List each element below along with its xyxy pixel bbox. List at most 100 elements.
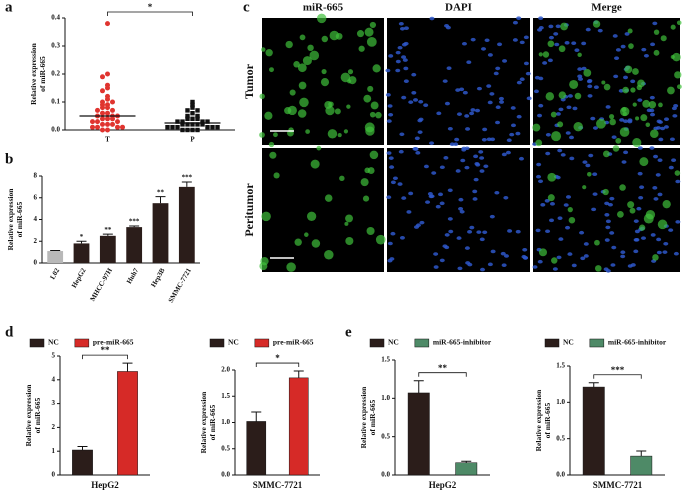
green-signal bbox=[601, 80, 606, 85]
data-point bbox=[110, 107, 115, 113]
green-signal bbox=[273, 132, 278, 138]
data-point bbox=[200, 122, 205, 127]
bar bbox=[73, 243, 90, 263]
nucleus bbox=[544, 198, 550, 203]
nucleus bbox=[512, 20, 518, 25]
green-signal bbox=[532, 123, 541, 132]
green-signal bbox=[310, 159, 320, 169]
nucleus bbox=[411, 91, 417, 95]
x-tick-label: HepG2 bbox=[70, 266, 88, 289]
nucleus bbox=[516, 16, 522, 20]
y-tick-label: 0.0 bbox=[556, 471, 565, 479]
nucleus bbox=[555, 24, 561, 29]
nucleus bbox=[397, 45, 403, 50]
bar bbox=[630, 455, 653, 476]
nucleus bbox=[656, 250, 662, 255]
nucleus bbox=[675, 220, 681, 224]
nucleus bbox=[479, 169, 485, 173]
error-bar bbox=[50, 249, 61, 252]
nucleus bbox=[439, 165, 445, 170]
nucleus bbox=[399, 132, 405, 137]
nucleus bbox=[604, 213, 610, 217]
nucleus bbox=[590, 116, 596, 121]
data-point bbox=[190, 105, 195, 110]
nucleus bbox=[553, 32, 559, 36]
data-point bbox=[185, 108, 190, 113]
y-tick-label: 1 bbox=[52, 447, 56, 455]
panel-label: d bbox=[5, 324, 14, 340]
x-axis-label: HepG2 bbox=[91, 480, 119, 490]
green-signal bbox=[674, 170, 681, 176]
green-signal bbox=[612, 145, 620, 152]
nucleus bbox=[408, 100, 414, 104]
nucleus bbox=[611, 135, 617, 139]
nucleus bbox=[479, 156, 485, 160]
panel-label: c bbox=[243, 0, 250, 15]
green-signal bbox=[577, 52, 582, 58]
nucleus bbox=[398, 21, 404, 26]
nucleus bbox=[609, 196, 615, 201]
nucleus bbox=[549, 202, 555, 206]
nucleus bbox=[506, 138, 512, 143]
significance-bracket bbox=[255, 362, 300, 368]
green-signal bbox=[343, 129, 349, 134]
y-tick-label: 0.0 bbox=[221, 471, 230, 479]
nucleus bbox=[398, 149, 404, 154]
nucleus bbox=[582, 160, 588, 164]
green-signal bbox=[594, 239, 600, 246]
y-tick-label: 0.5 bbox=[221, 444, 230, 452]
green-signal bbox=[370, 101, 379, 110]
data-point bbox=[185, 113, 190, 119]
nucleus bbox=[649, 95, 655, 100]
nucleus bbox=[433, 265, 439, 269]
nucleus bbox=[470, 108, 476, 112]
nucleus bbox=[431, 171, 437, 175]
nucleus bbox=[418, 99, 424, 104]
bar bbox=[407, 392, 430, 476]
significance-label: *** bbox=[611, 365, 625, 375]
green-signal bbox=[657, 219, 668, 230]
nucleus bbox=[585, 163, 591, 168]
nucleus bbox=[526, 96, 532, 101]
nucleus bbox=[403, 79, 409, 83]
nucleus bbox=[456, 236, 462, 240]
nucleus bbox=[442, 244, 448, 248]
x-tick-label: L02 bbox=[49, 266, 62, 281]
nucleus bbox=[401, 95, 407, 100]
error-bar bbox=[461, 460, 472, 463]
nucleus bbox=[395, 50, 401, 55]
nucleus bbox=[401, 42, 407, 47]
green-signal bbox=[345, 236, 354, 246]
nucleus bbox=[474, 108, 480, 113]
y-tick-label: 6 bbox=[34, 193, 38, 201]
microscopy-panel bbox=[259, 13, 682, 273]
data-point bbox=[115, 119, 120, 125]
y-tick-label: 1.0 bbox=[556, 398, 565, 406]
micrograph bbox=[262, 148, 384, 272]
nucleus bbox=[549, 218, 555, 223]
nucleus bbox=[489, 92, 495, 96]
nucleus bbox=[577, 77, 583, 81]
nucleus bbox=[566, 105, 572, 110]
y-tick-label: 1.0 bbox=[221, 418, 230, 426]
data-point bbox=[210, 125, 215, 130]
green-signal bbox=[637, 79, 645, 88]
green-signal bbox=[367, 85, 374, 93]
nucleus bbox=[501, 152, 507, 157]
data-point bbox=[90, 119, 95, 125]
green-signal bbox=[316, 13, 327, 24]
nucleus bbox=[446, 66, 452, 70]
nucleus bbox=[605, 105, 611, 109]
nucleus bbox=[623, 75, 629, 80]
data-point bbox=[180, 122, 185, 127]
significance-label: ** bbox=[438, 363, 448, 373]
green-signal bbox=[294, 238, 302, 246]
green-signal bbox=[324, 249, 334, 260]
nucleus bbox=[593, 85, 599, 89]
nucleus bbox=[438, 192, 444, 197]
data-point bbox=[100, 116, 105, 122]
green-signal bbox=[643, 213, 654, 224]
nucleus bbox=[392, 176, 398, 181]
y-tick-label: 1.5 bbox=[556, 362, 565, 370]
bar bbox=[455, 462, 478, 476]
